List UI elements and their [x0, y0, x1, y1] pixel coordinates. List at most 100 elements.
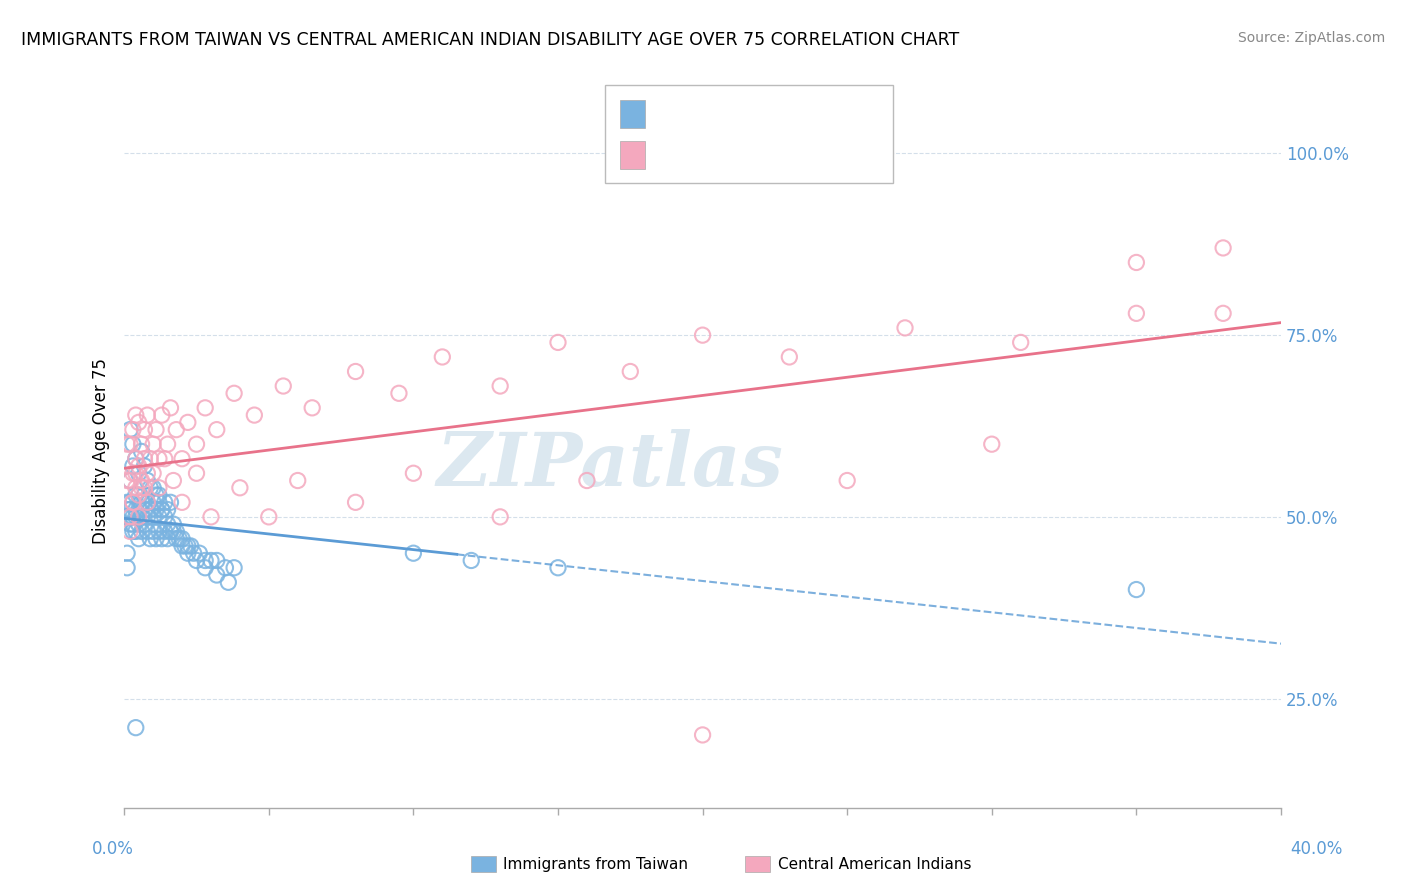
Point: [142, 495, 165, 509]
Point: [131, 444, 153, 458]
Point: [145, 532, 167, 546]
Point: [122, 423, 145, 437]
Point: [150, 502, 173, 516]
Point: [159, 401, 181, 415]
Point: [142, 509, 165, 524]
Point: [1125, 255, 1147, 269]
Point: [200, 553, 222, 567]
Point: [118, 474, 141, 488]
Point: [432, 350, 454, 364]
Point: [125, 451, 148, 466]
Point: [1125, 306, 1147, 320]
Point: [287, 474, 309, 488]
Point: [165, 532, 187, 546]
Point: [142, 467, 165, 481]
Point: [115, 509, 138, 524]
Point: [217, 575, 239, 590]
Point: [125, 509, 148, 524]
Point: [118, 423, 141, 437]
Point: [162, 474, 184, 488]
Point: [894, 321, 917, 335]
Point: [118, 509, 141, 524]
Point: [460, 553, 482, 567]
Point: [162, 517, 184, 532]
Point: [692, 728, 714, 742]
Point: [136, 495, 159, 509]
Point: [188, 546, 211, 560]
Point: [115, 546, 138, 560]
Point: [125, 481, 148, 495]
Point: [128, 467, 150, 481]
Point: [128, 517, 150, 532]
Text: 40.0%: 40.0%: [1291, 840, 1343, 858]
Point: [1125, 582, 1147, 597]
Point: [837, 474, 859, 488]
Point: [142, 524, 165, 539]
Point: [118, 509, 141, 524]
Point: [344, 495, 367, 509]
Point: [194, 401, 217, 415]
Point: [134, 517, 156, 532]
Point: [131, 524, 153, 539]
Point: [257, 509, 280, 524]
Point: [778, 350, 800, 364]
Point: [125, 451, 148, 466]
Point: [115, 560, 138, 574]
Point: [128, 458, 150, 473]
Point: [139, 451, 162, 466]
Point: [271, 379, 294, 393]
Point: [122, 495, 145, 509]
Point: [131, 474, 153, 488]
Point: [122, 458, 145, 473]
Point: [150, 532, 173, 546]
Point: [156, 437, 179, 451]
Point: [118, 524, 141, 539]
Point: [547, 335, 569, 350]
Text: 0.0%: 0.0%: [91, 840, 134, 858]
Point: [136, 495, 159, 509]
Point: [344, 364, 367, 378]
Point: [170, 495, 193, 509]
Point: [118, 495, 141, 509]
Point: [1212, 241, 1234, 255]
Point: [165, 524, 187, 539]
Point: [174, 539, 197, 553]
Point: [156, 517, 179, 532]
Point: [489, 379, 512, 393]
Point: [402, 546, 425, 560]
Point: [224, 386, 246, 401]
Point: [148, 495, 170, 509]
Point: [205, 423, 228, 437]
Point: [177, 546, 200, 560]
Text: Central American Indians: Central American Indians: [778, 857, 972, 871]
Point: [177, 416, 200, 430]
Y-axis label: Disability Age Over 75: Disability Age Over 75: [93, 359, 110, 544]
Point: [186, 437, 208, 451]
Point: [131, 437, 153, 451]
Text: R = -0.183   N = 92: R = -0.183 N = 92: [654, 107, 804, 121]
Text: IMMIGRANTS FROM TAIWAN VS CENTRAL AMERICAN INDIAN DISABILITY AGE OVER 75 CORRELA: IMMIGRANTS FROM TAIWAN VS CENTRAL AMERIC…: [21, 31, 959, 49]
Point: [128, 416, 150, 430]
Point: [118, 517, 141, 532]
Point: [153, 509, 176, 524]
Point: [200, 509, 222, 524]
Point: [153, 524, 176, 539]
Point: [156, 532, 179, 546]
Text: Immigrants from Taiwan: Immigrants from Taiwan: [503, 857, 689, 871]
Point: [125, 524, 148, 539]
Point: [128, 488, 150, 502]
Point: [224, 560, 246, 574]
Point: [125, 488, 148, 502]
Point: [139, 532, 162, 546]
Point: [177, 539, 200, 553]
Point: [122, 524, 145, 539]
Point: [1010, 335, 1032, 350]
Point: [575, 474, 598, 488]
Point: [122, 437, 145, 451]
Point: [165, 423, 187, 437]
Point: [148, 488, 170, 502]
Point: [142, 481, 165, 495]
Point: [115, 437, 138, 451]
Point: [156, 502, 179, 516]
Point: [547, 560, 569, 574]
